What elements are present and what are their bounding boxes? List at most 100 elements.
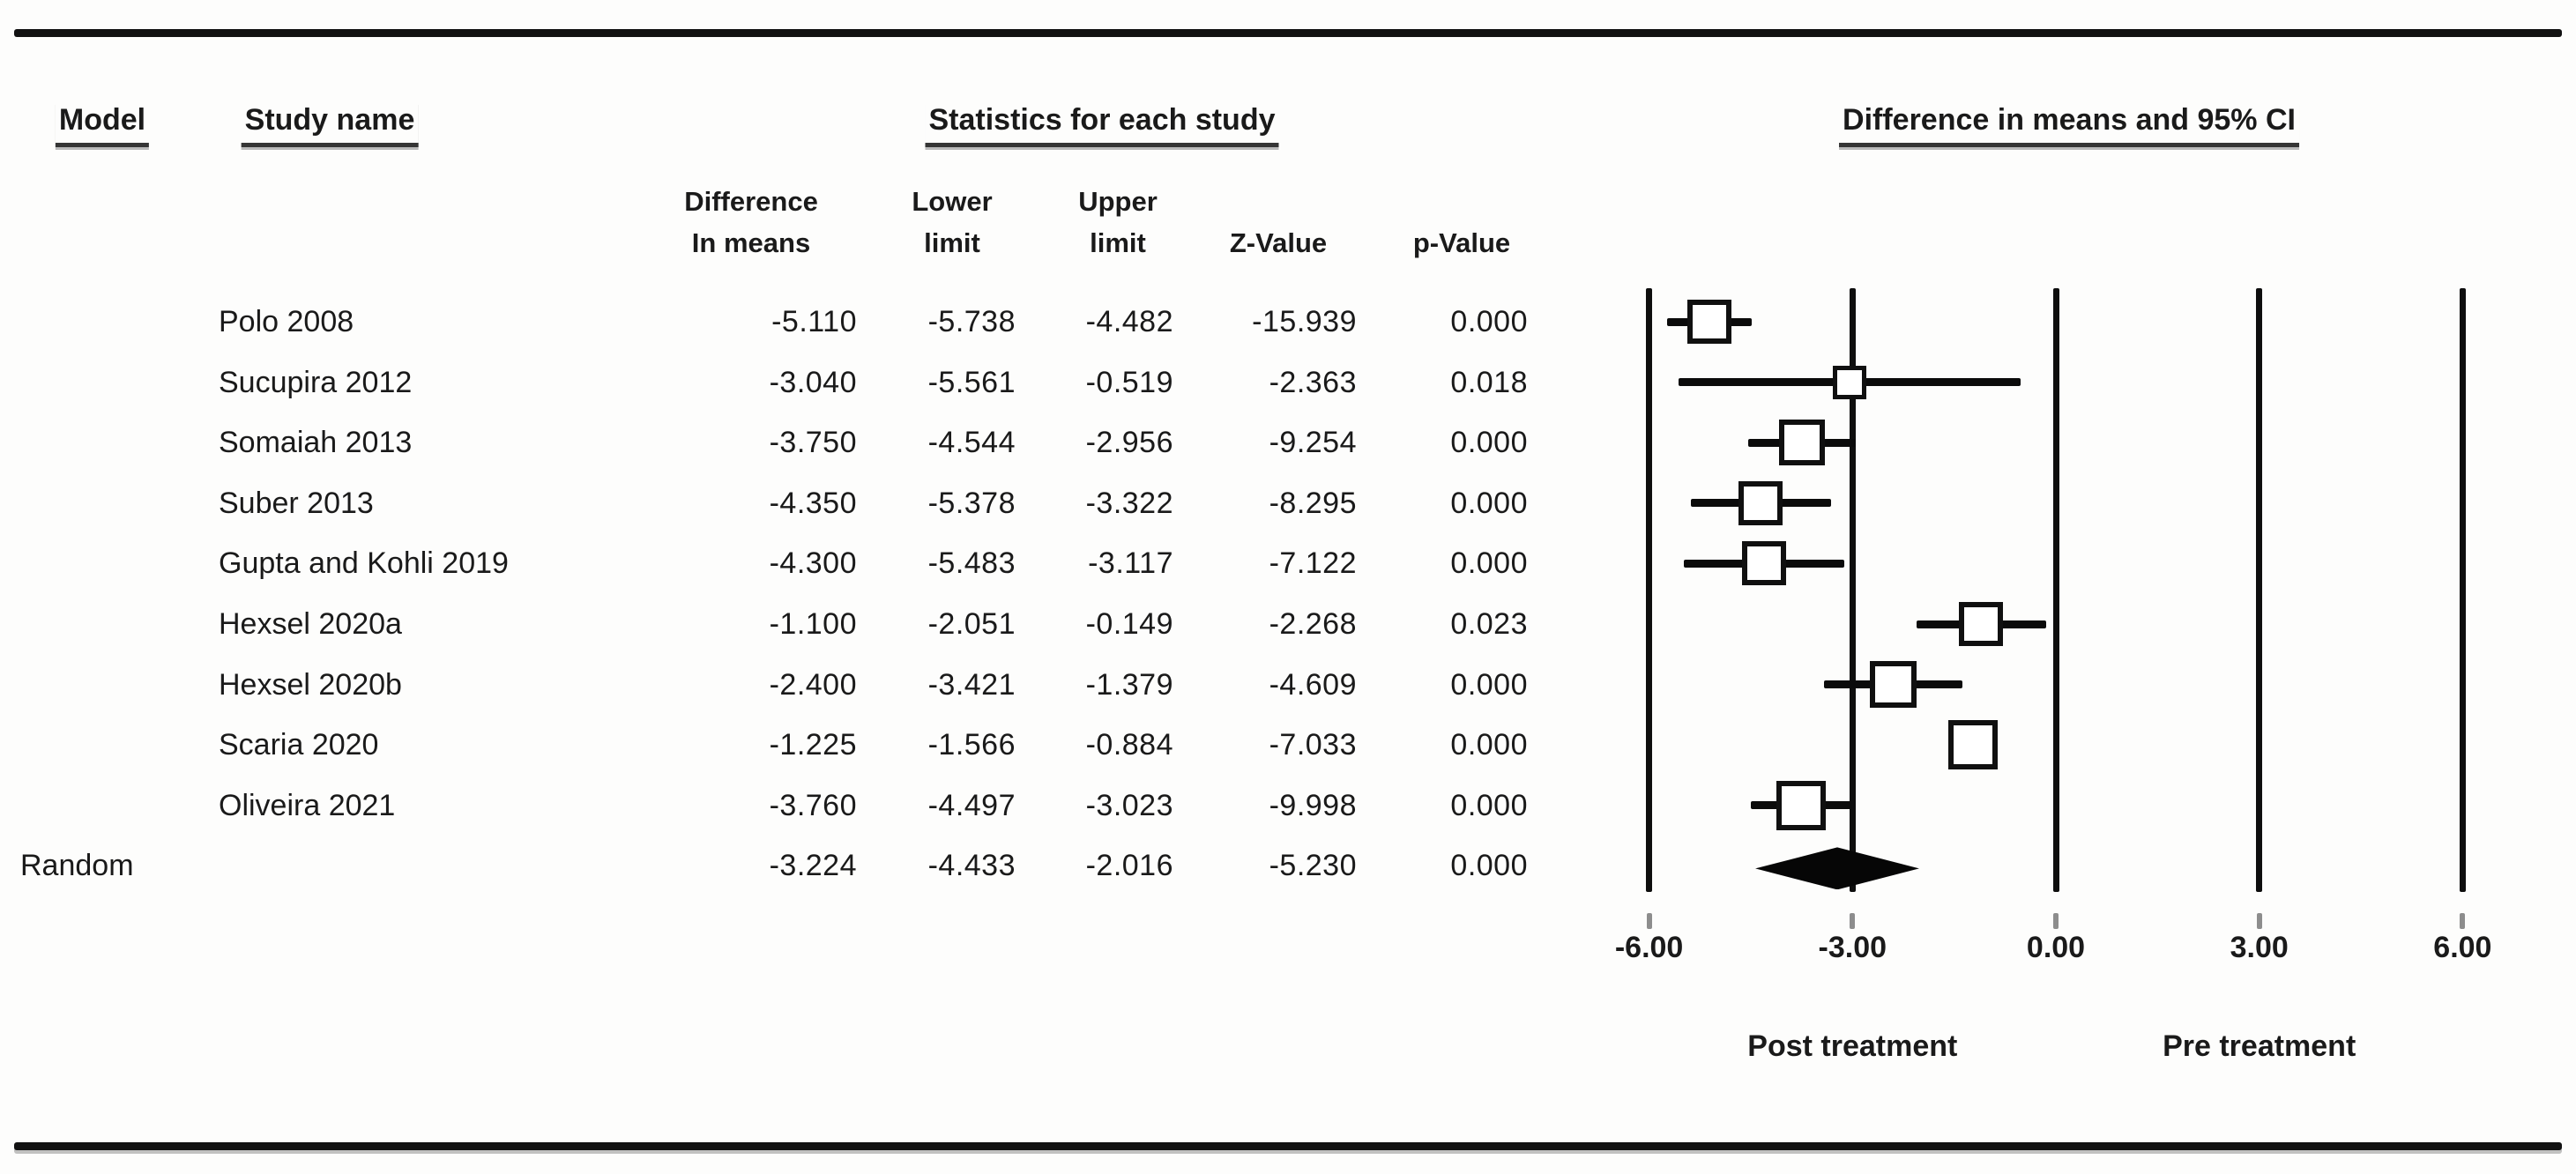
axis-vline — [2256, 288, 2263, 892]
stat-value-upper: -3.322 — [1085, 486, 1173, 520]
stat-value-p: 0.018 — [1450, 365, 1528, 399]
section-header-statistics: Statistics for each study — [925, 102, 1279, 147]
axis-tick — [2256, 913, 2262, 929]
stat-value-upper: -2.016 — [1085, 849, 1173, 883]
effect-square — [1742, 541, 1787, 586]
axis-tick — [1850, 913, 1856, 929]
stat-value-p: 0.023 — [1450, 607, 1528, 641]
column-header-study-name: Study name — [241, 102, 419, 147]
study-name: Hexsel 2020b — [219, 667, 402, 702]
stat-value-lower: -1.566 — [927, 728, 1016, 762]
stat-value-z: -15.939 — [1252, 305, 1357, 338]
stat-value-lower: -4.433 — [927, 849, 1016, 883]
stat-value-upper: -3.023 — [1085, 788, 1173, 822]
stat-value-diff: -1.100 — [769, 607, 857, 641]
stat-value-diff: -3.040 — [769, 365, 857, 399]
effect-square — [1778, 420, 1825, 466]
effect-square — [1959, 602, 2004, 646]
stat-value-lower: -2.051 — [927, 607, 1016, 641]
stat-value-z: -4.609 — [1269, 667, 1357, 702]
stat-value-lower: -4.544 — [927, 426, 1016, 460]
stat-column-header-line1: Upper — [1078, 186, 1158, 217]
axis-tick — [2460, 913, 2466, 929]
effect-square — [1869, 661, 1917, 709]
axis-tick-label: 6.00 — [2433, 931, 2492, 964]
study-row: Hexsel 2020b -2.400 -3.421 -1.379 -4.609 0.00… — [0, 655, 1569, 715]
effect-square — [1833, 365, 1867, 399]
axis-tick — [2053, 913, 2059, 929]
study-row: Somaiah 2013 -3.750 -4.544 -2.956 -9.254 0.00… — [0, 412, 1569, 472]
study-row: Sucupira 2012 -3.040 -5.561 -0.519 -2.363 0.0… — [0, 353, 1569, 412]
effect-square — [1738, 480, 1783, 525]
stat-value-z: -2.268 — [1269, 607, 1357, 641]
study-row: Scaria 2020 -1.225 -1.566 -0.884 -7.033 0.000 — [0, 715, 1569, 775]
stat-value-p: 0.000 — [1450, 667, 1528, 702]
stat-value-p: 0.000 — [1450, 849, 1528, 883]
stat-value-lower: -3.421 — [927, 667, 1016, 702]
stat-value-lower: -5.738 — [927, 305, 1016, 338]
stat-column-header: Difference In means — [684, 181, 818, 264]
stat-value-p: 0.000 — [1450, 546, 1528, 581]
study-name: Scaria 2020 — [219, 728, 379, 762]
stat-value-upper: -1.379 — [1085, 667, 1173, 702]
stat-column-header-line2: In means — [691, 227, 811, 258]
study-name: Suber 2013 — [219, 486, 374, 520]
summary-row: Random -3.224 -4.433 -2.016 -5.230 0.000 — [0, 836, 1569, 895]
study-name: Gupta and Kohli 2019 — [219, 546, 509, 581]
stat-value-z: -5.230 — [1269, 849, 1357, 883]
stat-value-diff: -3.750 — [769, 426, 857, 460]
section-header-ci-plot: Difference in means and 95% CI — [1839, 102, 2299, 147]
study-name: Sucupira 2012 — [219, 365, 413, 399]
effect-square — [1776, 780, 1826, 830]
stat-column-header-line2: limit — [1090, 227, 1146, 258]
stat-value-diff: -1.225 — [769, 728, 857, 762]
stat-value-diff: -4.300 — [769, 546, 857, 581]
stat-value-diff: -4.350 — [769, 486, 857, 520]
stat-column-header: p-Value — [1412, 227, 1511, 258]
stat-value-diff: -5.110 — [771, 305, 857, 338]
stat-value-upper: -0.519 — [1085, 365, 1173, 399]
stat-value-diff: -2.400 — [769, 667, 857, 702]
axis-tick — [1646, 913, 1652, 929]
study-row: Gupta and Kohli 2019 -4.300 -5.483 -3.117 -7… — [0, 533, 1569, 593]
stat-value-upper: -0.149 — [1085, 607, 1173, 641]
axis-tick-label: 0.00 — [2026, 931, 2086, 964]
axis-tick-label: 3.00 — [2230, 931, 2289, 964]
stat-value-upper: -3.117 — [1088, 546, 1173, 581]
stat-value-lower: -4.497 — [927, 788, 1016, 822]
stat-value-p: 0.000 — [1450, 305, 1528, 338]
stat-value-z: -2.363 — [1269, 365, 1357, 399]
stat-column-header: Lower limit — [912, 181, 992, 264]
stat-value-upper: -4.482 — [1085, 305, 1173, 338]
stat-value-upper: -0.884 — [1085, 728, 1173, 762]
study-name: Somaiah 2013 — [219, 426, 413, 460]
stat-value-z: -8.295 — [1269, 486, 1357, 520]
stat-value-lower: -5.561 — [927, 365, 1016, 399]
effect-square — [1687, 300, 1732, 344]
stat-value-z: -9.998 — [1269, 788, 1357, 822]
stat-value-diff: -3.224 — [769, 849, 857, 883]
top-rule — [14, 29, 2562, 37]
study-row: Polo 2008 -5.110 -5.738 -4.482 -15.939 0.000 — [0, 292, 1569, 352]
model-label: Random — [20, 849, 134, 883]
stat-value-p: 0.000 — [1450, 486, 1528, 520]
column-header-model: Model — [55, 102, 150, 147]
axis-vline — [2052, 288, 2059, 892]
axis-vline — [2459, 288, 2466, 892]
stat-value-p: 0.000 — [1450, 728, 1528, 762]
stat-column-header-line2: limit — [924, 227, 980, 258]
stat-value-z: -7.033 — [1269, 728, 1357, 762]
study-row: Suber 2013 -4.350 -5.378 -3.322 -8.295 0.000 — [0, 473, 1569, 533]
axis-tick-label: -3.00 — [1818, 931, 1887, 964]
stat-column-header-line1: Difference — [684, 186, 818, 217]
stat-value-p: 0.000 — [1450, 788, 1528, 822]
study-name: Oliveira 2021 — [219, 788, 396, 822]
stat-value-z: -7.122 — [1269, 546, 1357, 581]
stat-value-upper: -2.956 — [1085, 426, 1173, 460]
treatment-direction-label: Pre treatment — [2163, 1029, 2356, 1063]
stat-column-header: Z-Value — [1229, 227, 1328, 258]
stat-column-header-line1: Lower — [912, 186, 993, 217]
axis-vline — [1849, 288, 1856, 892]
bottom-rule — [14, 1142, 2562, 1150]
stat-value-p: 0.000 — [1450, 426, 1528, 460]
